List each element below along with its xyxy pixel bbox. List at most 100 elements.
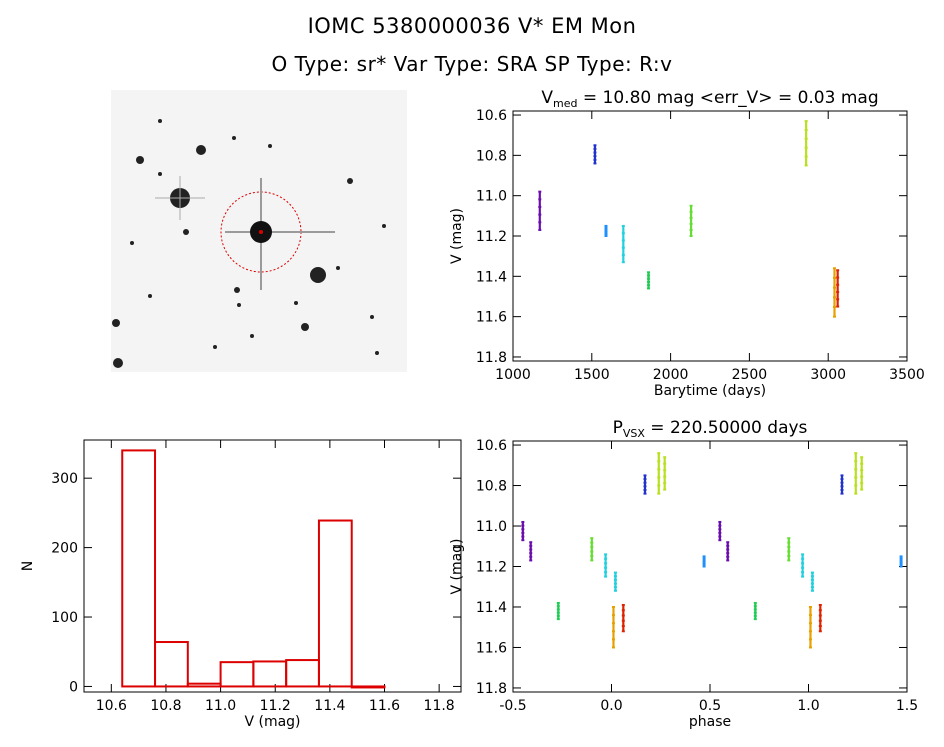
lightcurve-point	[833, 305, 837, 308]
phaseplot-point	[702, 565, 706, 568]
phaseplot-point	[529, 541, 533, 544]
phaseplot-point	[840, 488, 844, 491]
phaseplot-point	[899, 555, 903, 558]
sky-stars	[112, 119, 386, 368]
phaseplot-point	[718, 531, 722, 534]
lightcurve-point	[593, 151, 597, 154]
phaseplot-point	[643, 488, 647, 491]
lightcurve-point	[621, 253, 625, 256]
phaseplot-point	[726, 555, 730, 558]
phaseplot-point-group-1	[529, 541, 533, 562]
histogram-bar	[350, 685, 386, 689]
phaseplot-point	[860, 462, 864, 465]
histogram-ytick-label: 300	[51, 471, 78, 487]
phaseplot-point	[854, 452, 858, 455]
phaseplot-point	[611, 630, 615, 633]
phaseplot-point	[818, 609, 822, 612]
phaseplot-panel: -0.5 0.0 0.5 1.0 1.5 10.6 10.8 11.0 11.2 11.4 11.6…	[449, 418, 918, 730]
sky-star-6	[234, 287, 240, 293]
lightcurve-xtick-label: 3000	[810, 367, 846, 383]
phaseplot-point	[860, 469, 864, 472]
lightcurve-point	[538, 213, 542, 216]
sky-star-18	[158, 119, 162, 123]
phaseplot-point	[590, 559, 594, 562]
phaseplot-point	[860, 488, 864, 491]
phaseplot-point-group-3	[590, 537, 594, 562]
lightcurve-point-group-6	[804, 120, 808, 167]
phaseplot-point	[702, 557, 706, 560]
histogram-panel: 10.6 10.8 11.0 11.2 11.4 11.6 11.8 0 100 200 300 V …	[20, 439, 462, 730]
phaseplot-point	[643, 474, 647, 477]
lightcurve-xlabel: Barytime (days)	[654, 383, 766, 399]
lightcurve-xtick-label: 2000	[653, 367, 689, 383]
phaseplot-point	[611, 605, 615, 608]
phaseplot-point	[663, 456, 667, 459]
phaseplot-point	[718, 535, 722, 538]
lightcurve-point	[647, 274, 651, 277]
lightcurve-point	[836, 269, 840, 272]
phaseplot-point	[718, 524, 722, 527]
lightcurve-point	[621, 261, 625, 264]
lightcurve-ytick-label: 11.8	[476, 350, 507, 366]
phaseplot-point	[521, 531, 525, 534]
sky-star-7	[250, 334, 254, 338]
lightcurve-point	[833, 286, 837, 289]
lightcurve-point	[689, 228, 693, 231]
lightcurve-point	[593, 155, 597, 158]
lightcurve-point-group-8	[836, 269, 840, 308]
phaseplot-point	[663, 475, 667, 478]
phaseplot-title: PVSX = 220.50000 days	[613, 418, 808, 440]
sky-star-19	[382, 224, 386, 228]
phaseplot-xtick-label: 1.5	[896, 698, 918, 714]
phaseplot-point	[643, 485, 647, 488]
sky-star-15	[213, 345, 217, 349]
phaseplot-point	[611, 614, 615, 617]
phaseplot-point	[840, 492, 844, 495]
lightcurve-title: Vmed = 10.80 mag <err_V> = 0.03 mag	[541, 88, 878, 110]
phaseplot-point	[801, 553, 805, 556]
phaseplot-point	[613, 575, 617, 578]
phaseplot-ytick-label: 11.4	[476, 600, 507, 616]
type-subtitle: O Type: sr* Var Type: SRA SP Type: R:v	[271, 52, 673, 76]
phaseplot-point	[529, 548, 533, 551]
lightcurve-point-group-1	[593, 144, 597, 165]
lightcurve-point	[836, 291, 840, 294]
lightcurve-xtick-label: 1500	[574, 367, 610, 383]
lightcurve-point	[538, 198, 542, 201]
phaseplot-point-group-15	[787, 537, 791, 562]
phaseplot-point-group-14	[753, 601, 757, 621]
sky-star-16	[113, 358, 123, 368]
lightcurve-point	[689, 210, 693, 213]
phaseplot-point	[529, 552, 533, 555]
lightcurve-point	[647, 277, 651, 280]
phaseplot-point	[840, 478, 844, 481]
lightcurve-point	[604, 224, 608, 227]
phaseplot-point	[801, 562, 805, 565]
histogram-xtick-label: 11.8	[424, 698, 455, 714]
phaseplot-point	[521, 524, 525, 527]
phaseplot-point	[621, 619, 625, 622]
phaseplot-point	[899, 557, 903, 560]
phaseplot-point	[840, 474, 844, 477]
phaseplot-point-group-22	[860, 456, 864, 491]
phaseplot-point	[808, 622, 812, 625]
lightcurve-point-group-5	[689, 204, 693, 237]
phaseplot-point-group-20	[840, 474, 844, 495]
lightcurve-point	[647, 280, 651, 283]
phaseplot-point	[726, 548, 730, 551]
lightcurve-panel: 1000 1500 2000 2500 3000 3500 10.6 10.8 11.0 11.2…	[449, 88, 925, 399]
sky-star-21	[268, 144, 272, 148]
phaseplot-point	[787, 541, 791, 544]
phaseplot-point	[702, 555, 706, 558]
phaseplot-ytick-label: 10.6	[476, 438, 507, 454]
histogram-bar	[219, 661, 255, 688]
phaseplot-point-group-19	[818, 603, 822, 633]
lightcurve-point	[833, 276, 837, 279]
phaseplot-point	[753, 605, 757, 608]
phaseplot-point	[657, 492, 661, 495]
phaseplot-point	[590, 537, 594, 540]
histogram-bar	[186, 682, 222, 688]
sky-star-22	[232, 136, 236, 140]
lightcurve-point	[604, 232, 608, 235]
phaseplot-point	[613, 586, 617, 589]
